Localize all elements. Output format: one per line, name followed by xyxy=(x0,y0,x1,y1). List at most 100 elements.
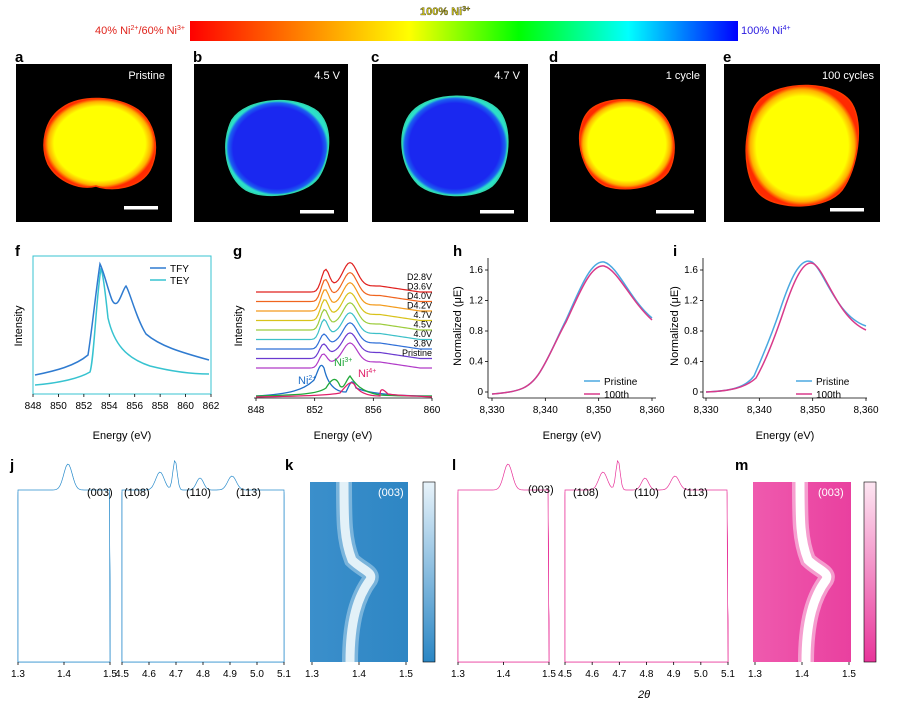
svg-text:i: i xyxy=(673,243,677,260)
curve-label: 4.5V xyxy=(413,320,432,330)
svg-text:Normalized (μE): Normalized (μE) xyxy=(452,286,464,366)
x-tick-label: 1.4 xyxy=(352,669,366,680)
colorbar-center-label: 100% Ni3+ xyxy=(420,6,470,18)
two-theta-label: 2θ xyxy=(637,689,650,701)
x-tick-label: 854 xyxy=(101,401,118,412)
svg-text:Energy (eV): Energy (eV) xyxy=(93,430,152,442)
svg-text:4.7 V: 4.7 V xyxy=(494,70,520,82)
map-panel-a: a Pristine xyxy=(15,49,172,222)
panel-h: h 8,330 8,340 8,350 8,360 0 0.4 0.8 1.2 1.6 Ener… xyxy=(452,243,665,442)
svg-text:Normalized (μE): Normalized (μE) xyxy=(669,286,681,366)
svg-text:Energy (eV): Energy (eV) xyxy=(543,430,602,442)
map-panel-d: d 1 cycle xyxy=(549,49,706,222)
ref-ni3-curve xyxy=(255,374,433,397)
x-tick-label: 856 xyxy=(365,405,382,416)
x-tick-label: 860 xyxy=(424,405,441,416)
y-tick-label: 0.4 xyxy=(469,357,483,368)
x-tick-label: 1.5 xyxy=(842,669,856,680)
panel-l: l (003) (108) (110) (113) 1.3 1.4 1.5 4.5 4.… xyxy=(451,457,735,701)
x-tick-label: 1.4 xyxy=(795,669,809,680)
curve-label: D4.0V xyxy=(407,291,432,301)
svg-text:j: j xyxy=(9,457,14,474)
svg-text:Pristine: Pristine xyxy=(816,377,850,388)
xas-curve xyxy=(256,261,432,293)
x-tick-label: 8,330 xyxy=(479,405,504,416)
x-tick-label: 1.3 xyxy=(305,669,319,680)
colorbar-right-label: 100% Ni4+ xyxy=(741,25,791,37)
x-tick-label: 4.8 xyxy=(640,669,654,680)
x-tick-label: 852 xyxy=(76,401,93,412)
panel-f: f 848 850 852 854 856 858 860 862 Energy (eV) I… xyxy=(13,243,220,442)
ref-ni3-label: Ni3+ xyxy=(334,357,352,369)
ref-ni4-label: Ni4+ xyxy=(358,368,376,380)
ref-ni2-label: Ni2+ xyxy=(298,375,316,387)
y-tick-label: 0.8 xyxy=(684,326,698,337)
x-tick-label: 5.0 xyxy=(694,669,708,680)
particle-e xyxy=(745,84,860,207)
m-peak-band xyxy=(795,481,832,663)
x-tick-label: 4.9 xyxy=(223,669,237,680)
k-peak-band xyxy=(339,481,376,663)
x-tick-label: 8,360 xyxy=(853,405,878,416)
curve-label: 4.7V xyxy=(413,310,432,320)
x-tick-label: 1.5 xyxy=(103,669,117,680)
intensity-colorbar xyxy=(422,481,436,663)
panel-m: m (003) 1.3 1.4 1.5 xyxy=(735,457,877,680)
svg-text:100th: 100th xyxy=(604,390,629,401)
panel-j: j (003) (108) (110) (113) 1.3 1.4 1.54.5 4.… xyxy=(9,457,291,680)
100th-curve xyxy=(705,262,867,393)
peak-110: (110) xyxy=(634,487,659,499)
svg-text:m: m xyxy=(735,457,748,474)
svg-text:h: h xyxy=(453,243,462,260)
y-tick-label: 1.2 xyxy=(469,296,483,307)
svg-text:Intensity: Intensity xyxy=(13,305,25,346)
x-tick-label: 8,340 xyxy=(533,405,558,416)
peak-108: (108) xyxy=(124,487,150,499)
scale-bar xyxy=(300,210,334,214)
xas-curve xyxy=(256,302,432,331)
map-panel-c: c 4.7 V xyxy=(371,49,528,222)
map-panel-b: b 4.5 V xyxy=(193,49,348,222)
x-tick-label: 4.5 xyxy=(115,669,129,680)
curve-label: 4.0V xyxy=(413,329,432,339)
curve-label: D2.8V xyxy=(407,272,432,282)
svg-text:1 cycle: 1 cycle xyxy=(666,70,700,82)
x-tick-label: 5.0 xyxy=(250,669,264,680)
svg-text:(003): (003) xyxy=(818,487,844,499)
y-tick-label: 1.6 xyxy=(469,265,483,276)
x-tick-label: 856 xyxy=(126,401,143,412)
x-tick-label: 1.4 xyxy=(497,669,511,680)
peak-003: (003) xyxy=(528,484,554,496)
ref-ni2-curve xyxy=(255,364,433,397)
plot-frame xyxy=(32,255,212,395)
x-tick-label: 8,350 xyxy=(800,405,825,416)
pristine-curve xyxy=(705,260,867,393)
x-tick-label: 5.1 xyxy=(721,669,735,680)
scale-bar xyxy=(480,210,514,214)
peak-110: (110) xyxy=(186,487,211,499)
svg-text:k: k xyxy=(285,457,294,474)
x-tick-label: 1.3 xyxy=(11,669,25,680)
xas-curve xyxy=(256,271,432,303)
x-tick-label: 1.4 xyxy=(57,669,71,680)
x-tick-label: 8,360 xyxy=(639,405,664,416)
diffraction-trace xyxy=(564,459,729,663)
y-tick-label: 0.8 xyxy=(469,326,483,337)
100th-curve xyxy=(491,265,653,395)
x-tick-label: 862 xyxy=(203,401,220,412)
colorbar-left-label: 40% Ni2+/60% Ni3+ xyxy=(95,25,185,37)
legend-label-tfy: TFY xyxy=(170,264,189,275)
scale-bar xyxy=(124,206,158,210)
ref-ni4-curve xyxy=(255,382,433,398)
map-panel-e: e 100 cycles xyxy=(723,49,880,222)
peak-003: (003) xyxy=(87,487,113,499)
x-tick-label: 8,330 xyxy=(693,405,718,416)
particle-a xyxy=(43,97,157,190)
y-tick-label: 1.2 xyxy=(684,296,698,307)
x-tick-label: 848 xyxy=(248,405,265,416)
x-tick-label: 860 xyxy=(177,401,194,412)
x-tick-label: 1.5 xyxy=(399,669,413,680)
svg-text:Pristine: Pristine xyxy=(128,70,165,82)
xas-curve xyxy=(256,312,432,341)
curve-label: D4.2V xyxy=(407,301,432,311)
